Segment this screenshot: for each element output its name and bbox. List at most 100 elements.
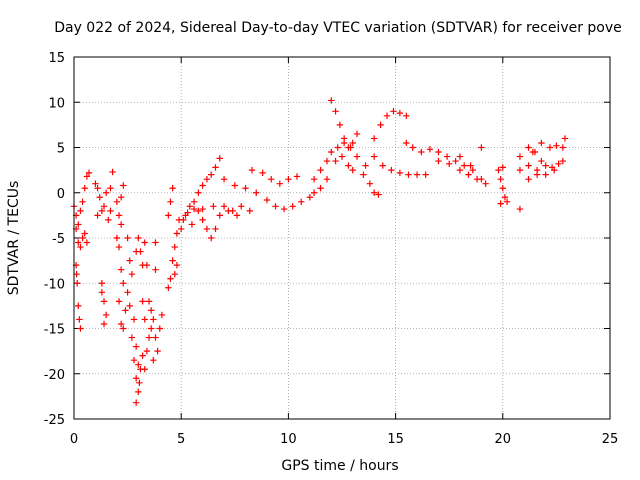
data-point — [499, 185, 506, 192]
data-point — [120, 325, 127, 332]
data-point — [208, 234, 215, 242]
data-point — [130, 316, 138, 323]
data-point — [203, 225, 211, 233]
data-point — [190, 198, 198, 205]
data-point — [353, 130, 361, 138]
data-point — [199, 205, 206, 213]
data-point — [154, 347, 161, 355]
data-point — [173, 261, 181, 269]
data-point — [186, 203, 193, 210]
data-point — [212, 164, 219, 171]
data-point — [79, 198, 86, 205]
data-point — [310, 189, 318, 196]
data-point — [145, 334, 153, 341]
data-point — [208, 171, 215, 178]
data-point — [117, 221, 125, 228]
data-point — [248, 166, 256, 174]
data-point — [298, 198, 305, 205]
data-point — [141, 366, 148, 373]
x-tick-label: 0 — [70, 432, 78, 447]
data-point — [178, 225, 185, 233]
data-point — [220, 203, 228, 210]
data-point — [120, 280, 127, 287]
data-point — [216, 155, 223, 162]
y-tick-label: -10 — [44, 277, 65, 292]
data-point — [130, 356, 138, 364]
data-point — [152, 334, 159, 341]
data-point — [396, 109, 404, 117]
y-tick-labels: 15 10 5 0 -5 -10 -15 -20 -25 — [44, 51, 65, 428]
grid-lines — [74, 57, 610, 419]
data-point — [102, 311, 110, 319]
data-point — [503, 198, 511, 205]
data-point — [105, 216, 112, 224]
data-point — [77, 207, 84, 215]
data-point — [199, 182, 206, 189]
data-point — [136, 379, 143, 386]
data-point — [345, 144, 352, 151]
data-point — [75, 302, 82, 310]
data-point — [403, 112, 410, 120]
data-point — [375, 191, 382, 198]
data-point — [150, 356, 157, 364]
data-point — [349, 166, 356, 174]
data-point — [96, 194, 103, 201]
data-point — [100, 298, 108, 305]
data-point — [107, 185, 114, 192]
data-point — [426, 146, 434, 153]
data-point — [559, 157, 567, 165]
data-point — [132, 399, 140, 406]
x-tick-label: 5 — [177, 432, 185, 447]
data-point — [77, 243, 84, 251]
data-point — [98, 207, 106, 215]
x-tick-labels: 0 5 10 15 20 25 — [70, 432, 618, 447]
data-point — [167, 275, 174, 282]
data-point — [113, 234, 121, 242]
data-point — [173, 230, 181, 237]
data-point — [360, 171, 367, 178]
data-point — [143, 347, 151, 355]
data-point — [323, 157, 331, 165]
data-point — [117, 320, 125, 328]
x-tick-label: 15 — [387, 432, 404, 447]
data-point — [190, 205, 198, 213]
data-point — [81, 185, 88, 192]
data-point — [362, 162, 369, 169]
data-point — [109, 168, 116, 176]
data-point — [253, 189, 260, 196]
x-tick-label: 25 — [602, 432, 619, 447]
data-point — [465, 171, 472, 178]
data-point — [75, 221, 82, 228]
data-point — [100, 203, 108, 210]
data-point — [370, 153, 378, 160]
data-point — [456, 166, 464, 174]
data-point — [147, 325, 155, 332]
data-point — [396, 169, 404, 177]
data-point — [409, 144, 416, 151]
data-point — [473, 175, 481, 183]
data-point — [435, 148, 442, 156]
data-point — [141, 239, 148, 246]
data-point — [538, 157, 545, 165]
data-point — [98, 280, 106, 287]
data-point — [85, 169, 93, 177]
data-point — [75, 239, 82, 246]
data-point — [83, 173, 91, 180]
chart-title: Day 022 of 2024, Sidereal Day-to-day VTE… — [54, 20, 622, 36]
data-point — [418, 148, 425, 156]
data-point — [332, 108, 339, 115]
data-point — [195, 189, 202, 196]
y-tick-label: -15 — [44, 323, 65, 338]
data-point — [553, 142, 560, 149]
data-point — [345, 162, 352, 169]
data-point — [203, 175, 211, 183]
data-point — [199, 216, 206, 224]
data-point — [145, 298, 153, 305]
data-point — [353, 153, 361, 160]
data-point — [231, 182, 238, 189]
data-point — [548, 164, 556, 171]
data-point — [542, 162, 549, 169]
data-point — [124, 234, 131, 242]
data-point — [238, 203, 245, 210]
